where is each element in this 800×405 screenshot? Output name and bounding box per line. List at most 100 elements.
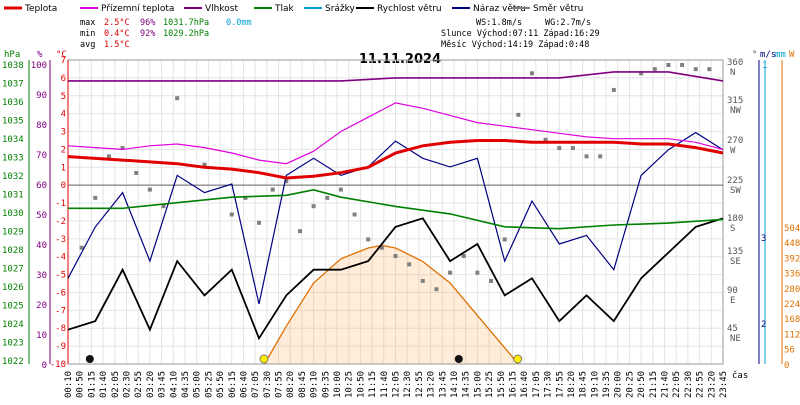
- wind-dir-point: [202, 162, 207, 167]
- x-tick-label: 19:10: [590, 371, 600, 398]
- x-tick-label: 19:35: [602, 371, 612, 398]
- wind-dir-point: [284, 179, 289, 184]
- stats-block: max 2.5°C 96% 1031.7hPa 0.0mm min 0.4°C …: [80, 18, 600, 50]
- wind-dir-point: [434, 287, 439, 292]
- x-tick-label: 14:10: [450, 371, 460, 398]
- hpa-tick-label: 1022: [2, 357, 24, 367]
- wind-dir-point: [175, 96, 180, 101]
- hpa-tick-label: 1027: [2, 265, 24, 275]
- wind-dir-point: [379, 245, 384, 250]
- rad-tick-label: 504: [784, 224, 800, 234]
- pct-tick-label: 90: [36, 91, 47, 101]
- dir-tick-deg: 270: [727, 136, 743, 146]
- dir-tick-deg: 225: [727, 176, 743, 186]
- temp-tick-label: -6: [55, 288, 66, 298]
- unit-w: W: [789, 50, 795, 60]
- x-tick-label: 10:25: [345, 371, 355, 398]
- wind-dir-point: [161, 204, 166, 209]
- dir-tick-card: S: [730, 224, 735, 234]
- rad-tick-label: 112: [784, 330, 800, 340]
- wind-dir-point: [297, 229, 302, 234]
- x-tick-label: 07:55: [275, 371, 285, 398]
- x-tick-label: 18:20: [567, 371, 577, 398]
- rad-tick-label: 336: [784, 270, 800, 280]
- dir-tick-card: E: [730, 296, 735, 306]
- dir-tick-card: SW: [730, 186, 741, 196]
- pct-tick-label: 60: [36, 181, 47, 191]
- legend-pressure: Tlak: [274, 4, 295, 14]
- stat-wg: WG:2.7m/s: [545, 18, 591, 28]
- x-tick-label: 15:50: [497, 371, 507, 398]
- hpa-tick-label: 1029: [2, 228, 24, 238]
- pct-tick-label: 20: [36, 301, 47, 311]
- moonset-marker: [85, 355, 94, 363]
- ms-tick-label: 3: [761, 234, 766, 244]
- unit-hpa: hPa: [4, 50, 20, 60]
- x-tick-label: 08:20: [286, 371, 296, 398]
- x-tick-label: 20:00: [614, 371, 624, 398]
- hpa-tick-label: 1038: [2, 61, 24, 71]
- stat-min-press: 1029.2hPa: [163, 29, 209, 39]
- wind-dir-point: [147, 187, 152, 192]
- wind-dir-point: [243, 195, 248, 200]
- temp-tick-label: -2: [55, 217, 66, 227]
- hpa-tick-label: 1026: [2, 283, 24, 293]
- hpa-tick-label: 1032: [2, 172, 24, 182]
- pressure-line: [68, 188, 724, 230]
- x-tick-label: 08:45: [298, 371, 308, 398]
- stat-sun: Slunce Východ:07:11 Západ:16:29: [441, 29, 600, 39]
- rad-tick-label: 56: [784, 346, 795, 356]
- wind-dir-point: [666, 63, 671, 67]
- temp-tick-label: 4: [61, 110, 66, 120]
- wind-dir-point: [475, 270, 480, 275]
- dir-tick-deg: 45: [727, 324, 738, 334]
- solar-line: [263, 244, 519, 365]
- x-tick-label: 17:30: [544, 371, 554, 398]
- dir-tick-card: SE: [730, 257, 741, 267]
- stat-max-rain: 0.0mm: [226, 18, 252, 28]
- x-tick-label: 11:15: [368, 371, 378, 398]
- wind-dir-point: [529, 71, 534, 76]
- legend-wind-speed: Rychlost větru: [377, 4, 442, 14]
- pct-tick-label: 50: [36, 211, 47, 221]
- x-tick-label: 06:40: [239, 371, 249, 398]
- stat-max-hum: 96%: [140, 18, 155, 28]
- dir-tick-deg: 360: [727, 58, 743, 68]
- wind-dir-point: [543, 137, 548, 142]
- wind-dir-point: [311, 204, 316, 209]
- dir-tick-deg: 135: [727, 247, 743, 257]
- x-tick-label: 06:15: [228, 371, 238, 398]
- dir-tick-deg: 315: [727, 96, 743, 106]
- stat-ws: WS:1.8m/s: [476, 18, 522, 28]
- x-tick-label: 07:30: [263, 371, 273, 398]
- legend-humidity: Vlhkost: [205, 4, 238, 14]
- wind-dir-point: [120, 146, 125, 151]
- left-axes: 1038103710361035103410331032103110301029…: [2, 56, 69, 371]
- wind-dir-point: [639, 71, 644, 76]
- humidity-line: [68, 71, 724, 82]
- stat-avg-label: avg: [80, 40, 95, 50]
- temp-tick-label: 2: [61, 145, 66, 155]
- x-tick-label: 14:35: [462, 371, 472, 398]
- stat-max-label: max: [80, 18, 95, 28]
- x-tick-label: 02:30: [122, 371, 132, 398]
- x-tick-label: 21:40: [661, 371, 671, 398]
- wind-dir-point: [461, 254, 466, 259]
- legend-wind-gust: Náraz větru: [473, 4, 526, 14]
- unit-pct: %: [37, 50, 43, 60]
- stat-min-label: min: [80, 29, 95, 39]
- wind-dir-point: [652, 67, 657, 72]
- stat-min-temp: 0.4°C: [104, 29, 130, 39]
- time-axis-label: čas: [732, 370, 748, 381]
- moonrise-marker: [454, 355, 463, 363]
- hpa-tick-label: 1025: [2, 302, 24, 312]
- rad-tick-label: 392: [784, 254, 800, 264]
- x-tick-label: 16:40: [520, 371, 530, 398]
- dir-tick-deg: 90: [727, 286, 738, 296]
- hpa-tick-label: 1028: [2, 246, 24, 256]
- pct-tick-label: 40: [36, 241, 47, 251]
- wind-gust-line: [67, 131, 724, 305]
- legend-temp: Teplota: [24, 4, 57, 14]
- hpa-tick-label: 1030: [2, 209, 24, 219]
